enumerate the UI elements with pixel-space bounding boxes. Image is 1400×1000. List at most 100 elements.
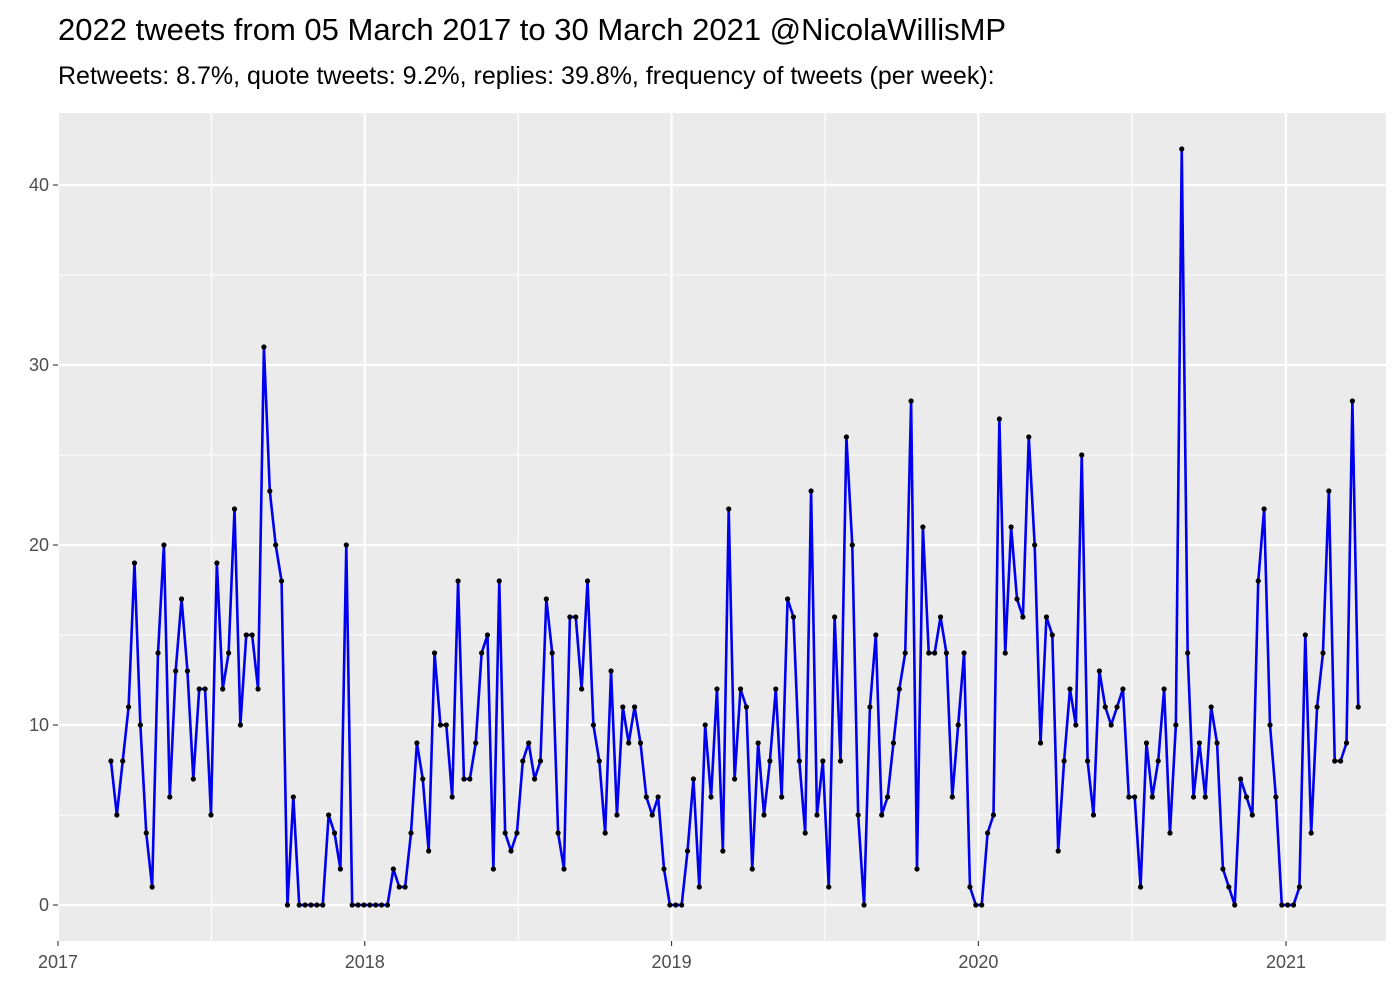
data-point (1273, 794, 1279, 800)
data-point (490, 866, 496, 872)
x-axis: 2017 2018 2019 2020 2021 (38, 941, 1306, 972)
data-point (408, 830, 414, 836)
data-point (896, 686, 902, 692)
data-point (508, 848, 514, 854)
data-point (732, 776, 738, 782)
data-point (320, 902, 326, 908)
y-tick-label: 10 (29, 715, 49, 735)
data-point (979, 902, 985, 908)
x-tick-label: 2018 (345, 952, 385, 972)
data-point (1043, 614, 1050, 620)
data-point (867, 704, 873, 710)
data-point (473, 740, 479, 746)
data-point (1185, 650, 1191, 656)
data-point (1343, 740, 1350, 746)
data-point (1237, 776, 1244, 782)
data-point (443, 722, 449, 728)
data-point (902, 650, 908, 656)
data-point (1055, 848, 1061, 854)
data-point (602, 830, 608, 836)
data-point (1143, 740, 1150, 746)
data-point (702, 722, 708, 728)
data-point (1061, 758, 1067, 764)
data-point (1102, 704, 1108, 710)
data-point (255, 686, 261, 692)
data-point (1161, 686, 1167, 692)
data-point (137, 722, 143, 728)
data-point (926, 650, 932, 656)
data-point (1196, 740, 1203, 746)
data-point (131, 560, 138, 566)
data-point (1085, 758, 1091, 764)
data-point (767, 758, 773, 764)
data-point (561, 866, 567, 872)
data-point (996, 416, 1002, 422)
data-point (608, 668, 614, 674)
data-point (437, 722, 444, 728)
data-point (949, 794, 955, 800)
data-point (1073, 722, 1079, 728)
data-point (808, 488, 814, 494)
data-point (714, 686, 720, 692)
data-point (873, 632, 879, 638)
data-point (784, 596, 791, 602)
data-point (826, 884, 832, 890)
data-point (843, 434, 849, 440)
x-tick-label: 2017 (38, 952, 78, 972)
data-point (1132, 794, 1138, 800)
data-point (1167, 830, 1173, 836)
data-point (467, 776, 473, 782)
data-point (426, 848, 432, 854)
data-point (649, 812, 655, 818)
data-point (1214, 740, 1220, 746)
data-point (420, 776, 426, 782)
data-point (543, 596, 549, 602)
data-point (273, 542, 279, 548)
data-point (343, 542, 349, 548)
data-point (1190, 794, 1197, 800)
data-point (214, 560, 220, 566)
data-point (226, 650, 232, 656)
data-point (184, 668, 191, 674)
data-point (1302, 632, 1308, 638)
data-point (1108, 722, 1114, 728)
data-point (1332, 758, 1338, 764)
data-point (243, 632, 249, 638)
data-point (249, 632, 255, 638)
data-point (937, 614, 944, 620)
data-point (208, 812, 214, 818)
data-point (708, 794, 714, 800)
data-point (296, 902, 302, 908)
data-point (655, 794, 661, 800)
data-point (1079, 452, 1085, 458)
data-point (631, 704, 638, 710)
data-point (1232, 902, 1238, 908)
data-point (855, 812, 861, 818)
data-point (1020, 614, 1026, 620)
data-point (990, 812, 997, 818)
data-point (1202, 794, 1208, 800)
data-point (308, 902, 314, 908)
data-point (849, 542, 855, 548)
data-point (120, 758, 126, 764)
x-tick-label: 2019 (652, 952, 692, 972)
data-point (1226, 884, 1232, 890)
data-point (985, 830, 991, 836)
data-point (520, 758, 526, 764)
data-point (661, 866, 667, 872)
data-point (479, 650, 485, 656)
data-point (396, 884, 402, 890)
data-point (737, 686, 744, 692)
data-point (290, 794, 296, 800)
data-point (773, 686, 779, 692)
data-point (749, 866, 755, 872)
data-point (914, 866, 920, 872)
data-point (643, 794, 649, 800)
data-point (390, 866, 396, 872)
data-point (1355, 704, 1361, 710)
data-point (673, 902, 679, 908)
data-point (879, 812, 885, 818)
data-point (549, 650, 555, 656)
data-point (331, 830, 338, 836)
